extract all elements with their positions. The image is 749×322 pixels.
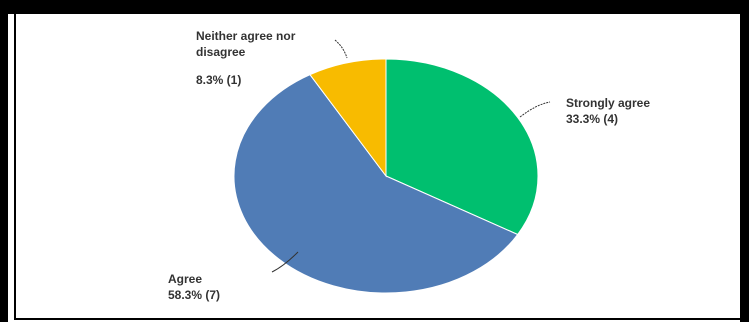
value-neither: 8.3% (1)	[196, 73, 241, 87]
value-strongly-agree: 33.3% (4)	[566, 112, 618, 126]
slice-agree	[233, 74, 519, 294]
label-neither-line1: Neither agree nor	[196, 29, 296, 43]
leader-line-strongly-agree	[519, 101, 551, 118]
leader-line-neither	[334, 39, 348, 59]
slice-strongly-agree	[385, 58, 539, 236]
left-border-line	[14, 14, 16, 320]
pie-slices	[233, 58, 539, 294]
label-neither-line2: disagree	[196, 45, 246, 59]
label-strongly-agree: Strongly agree	[566, 96, 650, 110]
slice-neither	[309, 58, 387, 178]
value-agree: 58.3% (7)	[168, 288, 220, 302]
leader-line-agree	[271, 251, 299, 273]
label-agree: Agree	[168, 272, 202, 286]
bottom-border-line	[14, 318, 740, 320]
